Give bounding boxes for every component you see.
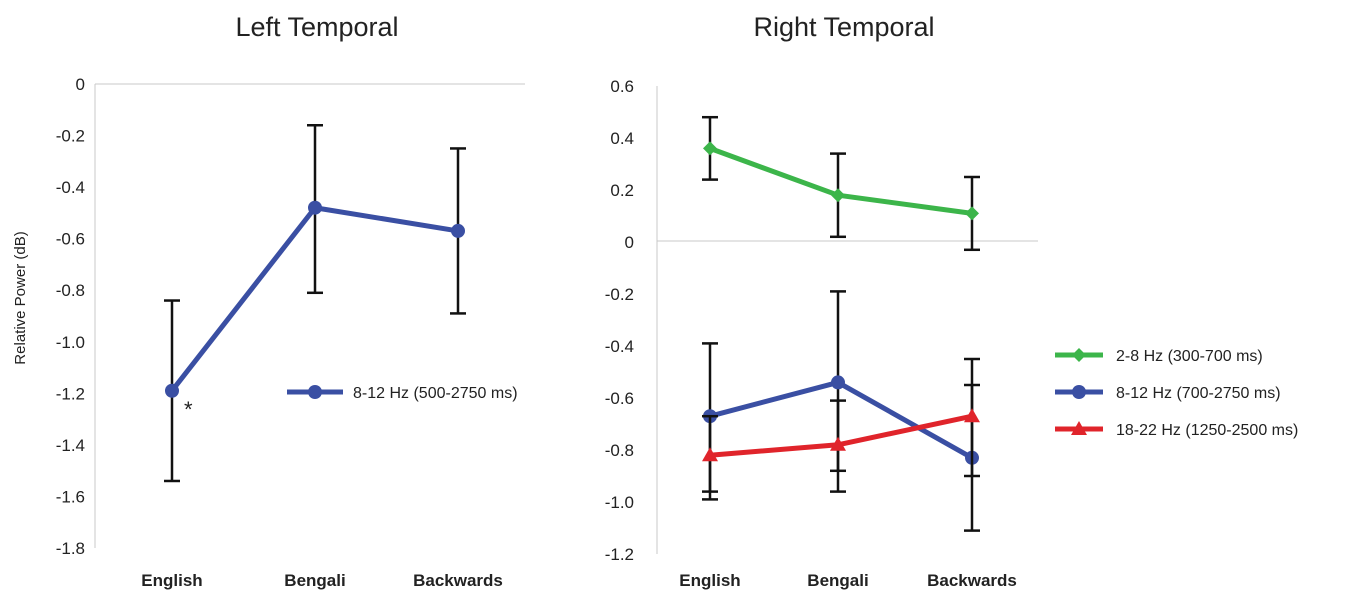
right-y-tick-label: 0.4 xyxy=(610,129,634,148)
data-point xyxy=(165,383,179,398)
significance-asterisk: * xyxy=(184,397,193,422)
right-series-1 xyxy=(702,290,980,532)
data-point xyxy=(831,375,845,390)
data-point xyxy=(830,436,846,451)
right-y-ticks: 0.6 0.4 0.2 0 -0.2 -0.4 -0.6 -0.8 -1.0 -1.2 xyxy=(605,77,634,564)
right-chart-panel: Right Temporal 0.6 0.4 0.2 0 -0.2 -0.4 -0.6 -0.… xyxy=(605,12,1299,590)
left-category-label: Backwards xyxy=(413,571,503,590)
left-category-label: Bengali xyxy=(284,571,345,590)
left-series-group xyxy=(164,123,466,483)
left-legend: 8-12 Hz (500-2750 ms) xyxy=(287,385,518,402)
right-y-tick-label: 0.2 xyxy=(610,181,634,200)
left-chart-panel: Left Temporal Relative Power (dB) 0 -0.2 -… xyxy=(12,12,525,590)
right-y-tick-label: 0.6 xyxy=(610,77,634,96)
right-series-2 xyxy=(702,357,980,501)
left-y-ticks: 0 -0.2 -0.4 -0.6 -0.8 -1.0 -1.2 -1.4 -1.6 -1.8 xyxy=(56,75,85,558)
right-category-label: Bengali xyxy=(807,571,868,590)
right-x-categories: English Bengali Backwards xyxy=(679,571,1017,590)
legend-label: 2-8 Hz (300-700 ms) xyxy=(1116,348,1263,365)
left-y-tick-label: -1.2 xyxy=(56,384,85,403)
data-point xyxy=(702,447,718,462)
left-category-label: English xyxy=(141,571,202,590)
right-series-0 xyxy=(702,115,980,252)
left-y-tick-label: -0.4 xyxy=(56,178,85,197)
left-y-tick-label: -0.2 xyxy=(56,127,85,146)
data-point xyxy=(831,188,845,203)
right-y-tick-label: -1.0 xyxy=(605,493,634,512)
left-y-tick-label: 0 xyxy=(76,75,85,94)
left-y-axis-label: Relative Power (dB) xyxy=(12,231,29,364)
left-x-categories: English Bengali Backwards xyxy=(141,571,503,590)
legend-swatch-marker xyxy=(1072,348,1086,362)
right-y-tick-label: -1.2 xyxy=(605,545,634,564)
right-category-label: English xyxy=(679,571,740,590)
legend-swatch-marker xyxy=(1072,385,1086,399)
data-point xyxy=(964,408,980,423)
left-y-tick-label: -1.6 xyxy=(56,487,85,506)
left-y-tick-label: -0.8 xyxy=(56,281,85,300)
data-point xyxy=(703,141,717,156)
right-y-tick-label: -0.6 xyxy=(605,389,634,408)
left-legend-swatch-marker xyxy=(308,385,322,399)
left-legend-label: 8-12 Hz (500-2750 ms) xyxy=(353,385,518,402)
left-chart-title: Left Temporal xyxy=(235,12,398,42)
right-legend: 2-8 Hz (300-700 ms) 8-12 Hz (700-2750 ms)… xyxy=(1055,348,1298,439)
right-category-label: Backwards xyxy=(927,571,1017,590)
left-y-tick-label: -1.8 xyxy=(56,539,85,558)
legend-label: 18-22 Hz (1250-2500 ms) xyxy=(1116,422,1298,439)
left-y-tick-label: -1.0 xyxy=(56,333,85,352)
left-y-tick-label: -0.6 xyxy=(56,230,85,249)
left-y-tick-label: -1.4 xyxy=(56,436,85,455)
right-y-tick-label: -0.2 xyxy=(605,285,634,304)
series-line xyxy=(709,146,973,216)
right-y-tick-label: -0.4 xyxy=(605,337,634,356)
right-y-tick-label: 0 xyxy=(625,233,634,252)
legend-swatch-marker xyxy=(1071,421,1087,435)
data-point xyxy=(451,223,465,238)
data-point xyxy=(965,206,979,221)
right-series-group xyxy=(702,115,980,532)
legend-label: 8-12 Hz (700-2750 ms) xyxy=(1116,385,1281,402)
right-y-tick-label: -0.8 xyxy=(605,441,634,460)
left-series-0 xyxy=(164,123,466,483)
data-point xyxy=(308,200,322,215)
right-chart-title: Right Temporal xyxy=(753,12,934,42)
